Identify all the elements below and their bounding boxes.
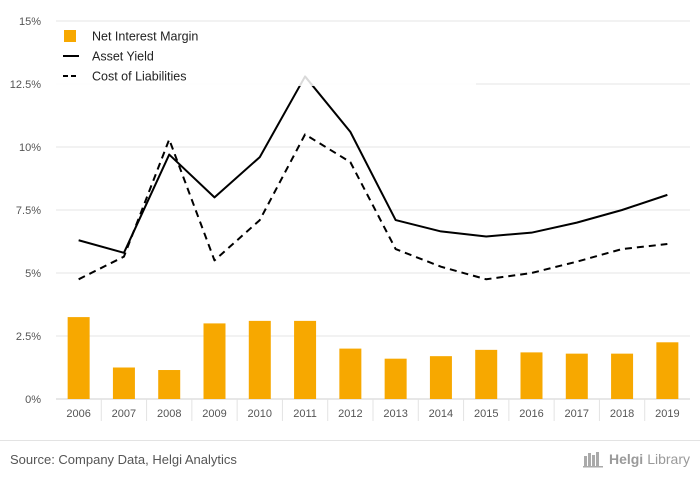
x-tick-label: 2018 <box>610 408 634 420</box>
bar-net-interest-margin[interactable] <box>203 323 226 399</box>
bar-net-interest-margin[interactable] <box>294 320 317 399</box>
legend-swatch <box>64 30 76 42</box>
x-axis-ticks: 2006 2007 2008 2009 2010 2011 2012 2013 2014 2015… <box>66 399 680 421</box>
y-tick-label: 0% <box>25 394 41 406</box>
brand-logo[interactable]: Helgi Library <box>582 450 690 468</box>
y-tick-label: 5% <box>25 268 41 280</box>
brand-prefix: Helgi <box>608 451 644 467</box>
legend-label[interactable]: Net Interest Margin <box>92 30 198 44</box>
bar-net-interest-margin[interactable] <box>112 367 135 400</box>
x-tick-label: 2007 <box>112 408 136 420</box>
chart-svg: 0% 2.5% 5% 7.5% 10% 12.5% 15% 2006 2007 2008 2009… <box>10 16 690 421</box>
legend: Net Interest Margin Asset Yield Cost of Li… <box>56 24 476 86</box>
y-tick-label: 10% <box>19 142 41 154</box>
x-tick-label: 2010 <box>248 408 272 420</box>
x-tick-label: 2008 <box>157 408 181 420</box>
y-tick-label: 7.5% <box>16 205 41 217</box>
x-tick-label: 2009 <box>202 408 226 420</box>
bar-net-interest-margin[interactable] <box>158 370 181 399</box>
source-note: Source: Company Data, Helgi Analytics <box>10 452 237 467</box>
x-tick-label: 2015 <box>474 408 498 420</box>
y-axis-ticks: 0% 2.5% 5% 7.5% 10% 12.5% 15% <box>10 16 41 406</box>
bar-net-interest-margin[interactable] <box>565 353 588 399</box>
y-tick-label: 2.5% <box>16 331 41 343</box>
bar-net-interest-margin[interactable] <box>339 348 362 399</box>
bar-net-interest-margin[interactable] <box>248 320 271 399</box>
x-tick-label: 2012 <box>338 408 362 420</box>
x-tick-label: 2016 <box>519 408 543 420</box>
x-tick-label: 2017 <box>565 408 589 420</box>
bar-net-interest-margin[interactable] <box>384 358 407 399</box>
legend-background <box>56 24 476 86</box>
legend-label[interactable]: Cost of Liabilities <box>92 70 187 84</box>
y-tick-label: 12.5% <box>10 79 41 91</box>
x-tick-label: 2013 <box>383 408 407 420</box>
line-cost-of-liabilities[interactable] <box>78 133 668 281</box>
bar-net-interest-margin[interactable] <box>520 352 543 399</box>
bar-net-interest-margin[interactable] <box>475 349 498 399</box>
bar-net-interest-margin[interactable] <box>67 317 90 399</box>
legend-label[interactable]: Asset Yield <box>92 50 154 64</box>
line-series <box>78 75 668 281</box>
bar-net-interest-margin[interactable] <box>429 356 452 399</box>
bar-net-interest-margin[interactable] <box>656 342 679 399</box>
y-tick-label: 15% <box>19 16 41 28</box>
x-tick-label: 2011 <box>293 408 317 420</box>
bar-net-interest-margin[interactable] <box>611 353 634 399</box>
footer: Source: Company Data, Helgi Analytics He… <box>0 440 700 484</box>
brand-suffix: Library <box>647 451 690 467</box>
x-tick-label: 2014 <box>429 408 453 420</box>
bookshelf-icon <box>582 452 603 468</box>
bar-series <box>67 317 679 400</box>
line-asset-yield[interactable] <box>78 75 668 254</box>
x-tick-label: 2019 <box>655 408 679 420</box>
x-tick-label: 2006 <box>66 408 90 420</box>
